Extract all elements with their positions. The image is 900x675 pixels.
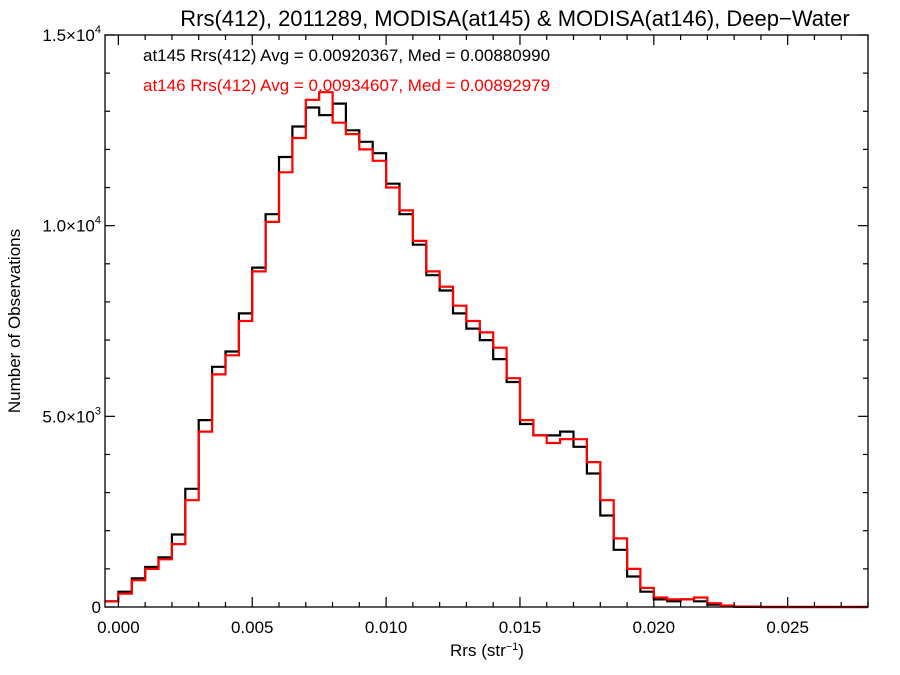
- x-axis-label: Rrs (str−1): [450, 641, 524, 660]
- y-axis-label: Number of Observations: [5, 229, 24, 413]
- series-1-line: [105, 102, 868, 609]
- x-tick-label: 0.025: [766, 618, 809, 637]
- y-tick-label: 5.0×103: [42, 405, 101, 426]
- x-tick-label: 0.015: [499, 618, 542, 637]
- y-axis-ticks: 0 5.0×103 1.0×104 1.5×104: [42, 24, 868, 617]
- x-tick-label: 0.005: [231, 618, 274, 637]
- plot-frame: [104, 34, 869, 608]
- series-2-line: [105, 91, 868, 609]
- x-axis-ticks: 0.000 0.005 0.010 0.015 0.020 0.025: [97, 35, 869, 637]
- stats-annotation-2: at146 Rrs(412) Avg = 0.00934607, Med = 0…: [143, 76, 550, 95]
- stats-annotation-1: at145 Rrs(412) Avg = 0.00920367, Med = 0…: [143, 46, 550, 65]
- series-layer: [105, 91, 868, 609]
- y-tick-label: 1.5×104: [42, 24, 101, 45]
- y-tick-label: 1.0×104: [42, 215, 101, 236]
- x-tick-label: 0.020: [633, 618, 676, 637]
- annotations: at145 Rrs(412) Avg = 0.00920367, Med = 0…: [143, 46, 550, 95]
- y-tick-label: 0: [92, 598, 101, 617]
- chart-title: Rrs(412), 2011289, MODISA(at145) & MODIS…: [180, 6, 849, 31]
- x-tick-label: 0.000: [97, 618, 140, 637]
- x-tick-label: 0.010: [365, 618, 408, 637]
